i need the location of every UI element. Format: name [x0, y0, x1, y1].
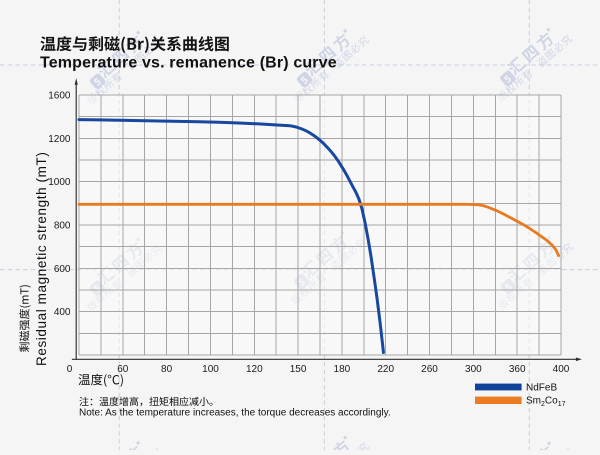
- svg-text:150: 150: [290, 364, 307, 375]
- svg-text:Note: As the temperature incre: Note: As the temperature increases, the …: [79, 408, 391, 419]
- svg-text:400: 400: [54, 307, 71, 318]
- svg-text:220: 220: [377, 364, 394, 375]
- svg-text:NdFeB: NdFeB: [526, 383, 557, 394]
- svg-text:Temperature vs. remanence (Br): Temperature vs. remanence (Br) curve: [40, 54, 337, 71]
- svg-text:1200: 1200: [48, 134, 71, 145]
- svg-text:60: 60: [117, 364, 129, 375]
- svg-text:360: 360: [509, 364, 526, 375]
- svg-text:80: 80: [161, 364, 173, 375]
- svg-text:400: 400: [553, 364, 570, 375]
- svg-text:100: 100: [202, 364, 219, 375]
- svg-text:Residual magnetic strength (mT: Residual magnetic strength (mT): [34, 152, 49, 366]
- svg-text:180: 180: [334, 364, 351, 375]
- svg-text:600: 600: [54, 264, 71, 275]
- svg-text:1600: 1600: [48, 91, 71, 102]
- svg-text:800: 800: [54, 221, 71, 232]
- svg-text:0: 0: [67, 364, 73, 375]
- svg-text:Sm2Co17: Sm2Co17: [526, 396, 566, 408]
- svg-text:120: 120: [246, 364, 263, 375]
- svg-text:260: 260: [421, 364, 438, 375]
- svg-text:1000: 1000: [48, 177, 71, 188]
- svg-text:300: 300: [465, 364, 482, 375]
